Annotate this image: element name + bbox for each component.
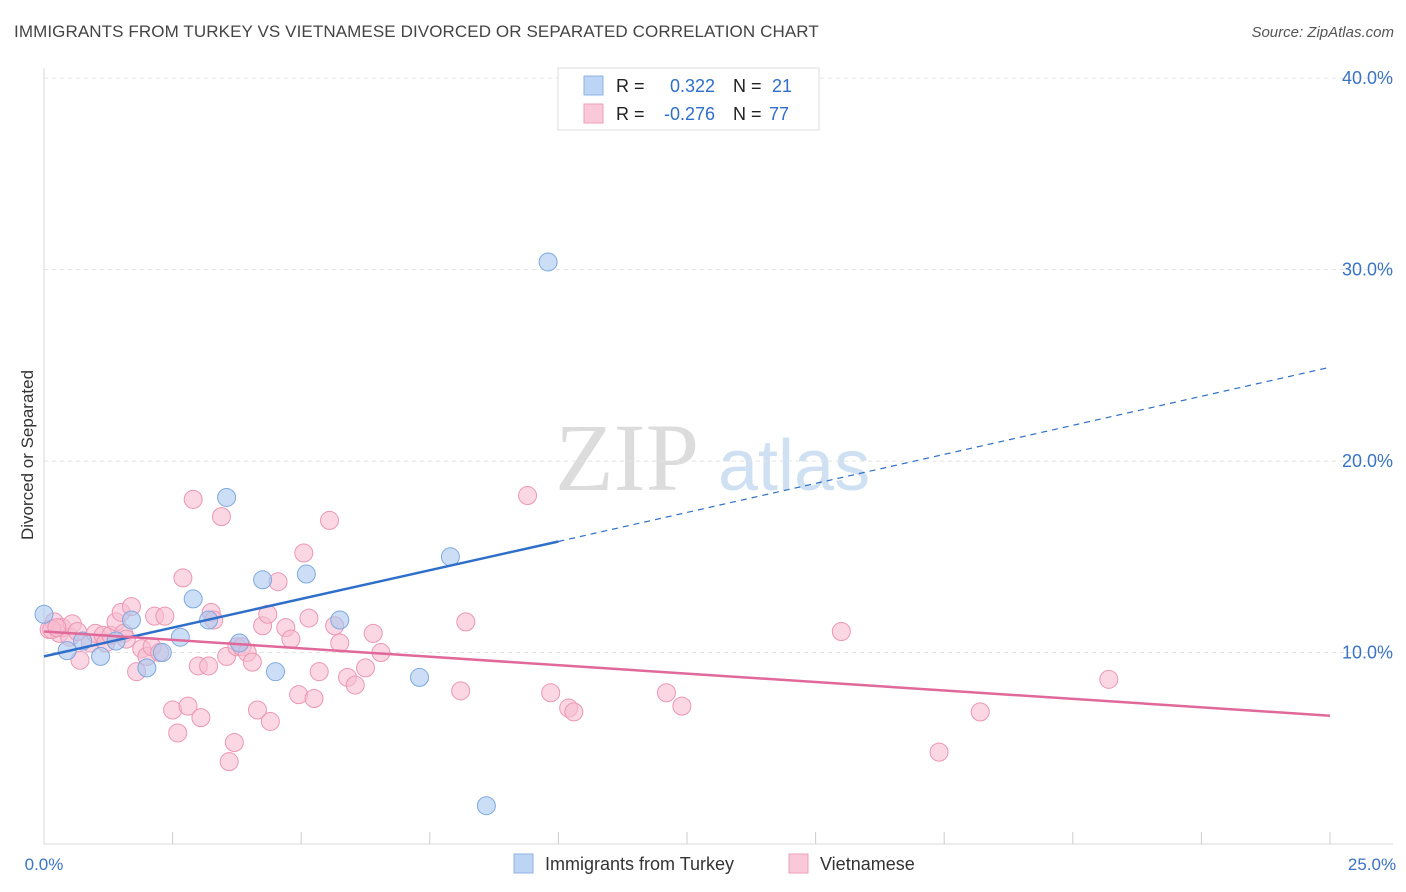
legend-label-turkey: Immigrants from Turkey <box>545 854 734 874</box>
vietnamese-point <box>183 489 203 509</box>
vietnamese-point <box>299 608 319 628</box>
vietnamese-point <box>211 507 231 527</box>
vietnamese-point <box>831 621 851 641</box>
turkey-point <box>265 662 285 682</box>
turkey-point <box>170 627 190 647</box>
turkey-point <box>137 658 157 678</box>
chart-source: Source: ZipAtlas.com <box>1251 24 1394 41</box>
vietnamese-point <box>309 662 329 682</box>
vietnamese-point <box>564 702 584 722</box>
vietnamese-point <box>363 623 383 643</box>
vietnamese-point <box>456 612 476 632</box>
vietnamese-point <box>281 629 301 649</box>
legend-swatch-turkey <box>513 853 534 874</box>
turkey-point <box>183 589 203 609</box>
vietnamese-point <box>224 733 244 753</box>
stats-legend: R = 0.322 N = 21 R = -0.276 N = 77 <box>557 67 820 131</box>
stats-r-label-turkey: R = <box>616 76 645 96</box>
turkey-point <box>91 646 111 666</box>
vietnamese-point <box>219 752 239 772</box>
vietnamese-point <box>247 700 267 720</box>
stats-legend-swatch-turkey <box>583 75 604 96</box>
series-immigrants-from-turkey <box>34 252 558 816</box>
turkey-point <box>253 570 273 590</box>
stats-r-value-vietnamese: -0.276 <box>664 104 715 124</box>
y-axis-label: Divorced or Separated <box>18 370 37 540</box>
stats-r-label-vietnamese: R = <box>616 104 645 124</box>
vietnamese-point <box>929 742 949 762</box>
stats-r-value-turkey: 0.322 <box>670 76 715 96</box>
chart-title: IMMIGRANTS FROM TURKEY VS VIETNAMESE DIV… <box>14 22 819 41</box>
vietnamese-point <box>242 652 262 672</box>
vietnamese-point <box>541 683 561 703</box>
stats-legend-swatch-vietnamese <box>583 103 604 124</box>
vietnamese-point <box>173 568 193 588</box>
vietnamese-point <box>1099 669 1119 689</box>
x-tick-label-0: 0.0% <box>25 855 64 874</box>
turkey-point <box>410 667 430 687</box>
vietnamese-point <box>178 696 198 716</box>
y-tick-label-20: 20.0% <box>1342 451 1393 471</box>
y-tick-label-40: 40.0% <box>1342 68 1393 88</box>
trend-line-vietnamese <box>43 630 1331 717</box>
turkey-point <box>34 604 54 624</box>
turkey-point <box>296 564 316 584</box>
vietnamese-point <box>168 723 188 743</box>
turkey-point <box>476 796 496 816</box>
vietnamese-point <box>155 606 175 626</box>
turkey-point <box>217 487 237 507</box>
vietnamese-point <box>304 688 324 708</box>
turkey-point <box>152 643 172 663</box>
vietnamese-point <box>191 708 211 728</box>
vietnamese-point <box>672 696 692 716</box>
legend-swatch-vietnamese <box>788 853 809 874</box>
turkey-point <box>330 610 350 630</box>
vietnamese-point <box>345 675 365 695</box>
vietnamese-point <box>294 543 314 563</box>
legend-label-vietnamese: Vietnamese <box>820 854 915 874</box>
vietnamese-point <box>199 656 219 676</box>
vietnamese-point <box>260 711 280 731</box>
turkey-point <box>538 252 558 272</box>
series-vietnamese <box>39 486 1119 772</box>
grid-lines <box>44 77 1393 654</box>
watermark-zip: ZIP <box>555 404 699 511</box>
stats-n-label-vietnamese: N = <box>733 104 762 124</box>
stats-n-value-turkey: 21 <box>772 76 792 96</box>
vietnamese-point <box>356 658 375 678</box>
watermark-atlas: atlas <box>718 426 870 506</box>
y-tick-label-10: 10.0% <box>1342 643 1393 663</box>
bottom-legend: Immigrants from Turkey Vietnamese <box>513 853 915 874</box>
stats-n-label-turkey: N = <box>733 76 762 96</box>
vietnamese-point <box>656 683 676 703</box>
y-tick-labels: 10.0% 20.0% 30.0% 40.0% <box>1342 68 1393 662</box>
vietnamese-point <box>451 681 471 701</box>
vietnamese-point <box>518 486 538 506</box>
x-tick-marks <box>172 832 1331 844</box>
turkey-point <box>121 610 141 630</box>
vietnamese-point <box>970 702 990 722</box>
vietnamese-point <box>70 650 90 670</box>
trend-lines <box>43 366 1331 717</box>
y-tick-label-30: 30.0% <box>1342 260 1393 280</box>
x-tick-label-1: 25.0% <box>1348 855 1396 874</box>
vietnamese-point <box>319 510 339 530</box>
stats-n-value-vietnamese: 77 <box>769 104 789 124</box>
